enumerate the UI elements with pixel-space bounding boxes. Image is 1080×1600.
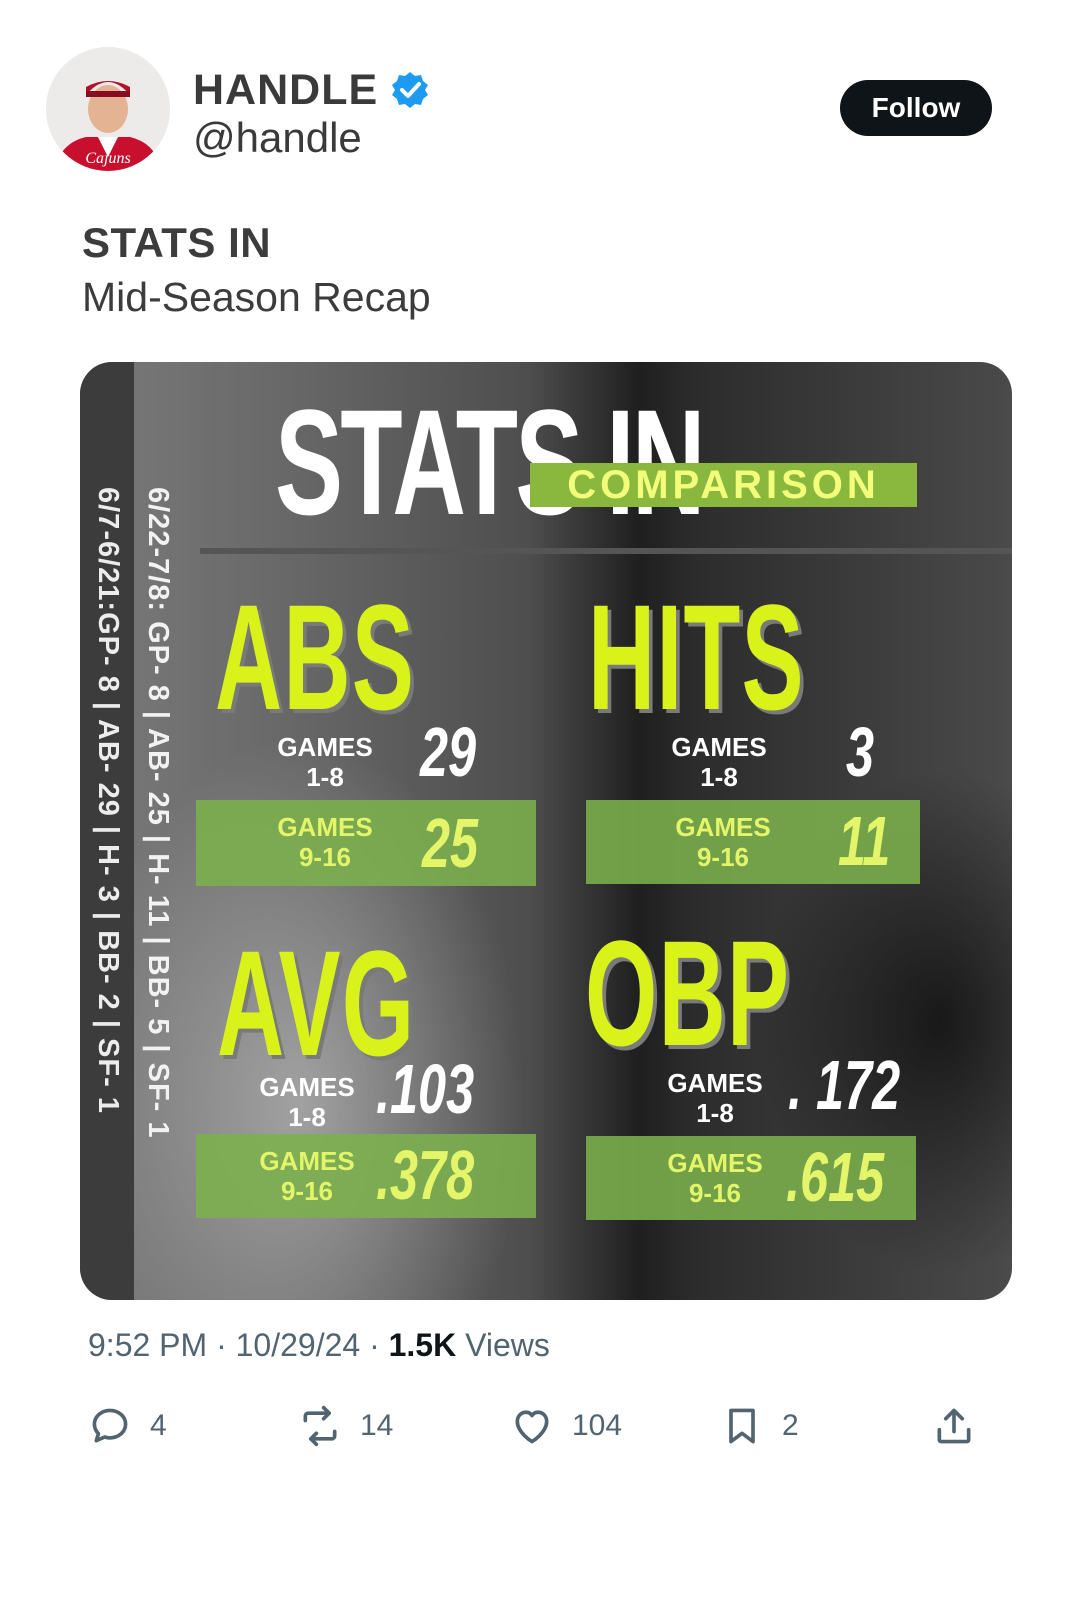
stat-avg-period-1-label: GAMES 1-8 (259, 1072, 355, 1132)
stat-hits-period-2-label: GAMES 9-16 (675, 812, 771, 872)
stat-hits-period-1-value: 3 (846, 713, 875, 791)
stat-obp-period-2-band: GAMES 9-16 .615 (586, 1136, 916, 1220)
like-count: 104 (572, 1409, 623, 1442)
reply-button[interactable]: 4 (88, 1402, 167, 1450)
post-subtitle: Mid-Season Recap (82, 274, 431, 320)
stat-heading-abs: ABS (215, 573, 416, 741)
post-title: STATS IN (82, 219, 272, 266)
stat-obp-period-1-label: GAMES 1-8 (667, 1068, 763, 1128)
stat-avg-period-2-band: GAMES 9-16 .378 (196, 1134, 536, 1218)
stat-obp-period-2-label: GAMES 9-16 (667, 1148, 763, 1208)
graphic-title: STATS IN (275, 378, 706, 546)
side-line-period-1: 6/7-6/21:GP- 8 | AB- 29 | H- 3 | BB- 2 |… (92, 487, 124, 1114)
stat-avg-period-2-label: GAMES 9-16 (259, 1146, 355, 1206)
bookmark-button[interactable]: 2 (720, 1402, 799, 1450)
divider (200, 548, 1012, 554)
post-meta: 9:52 PM · 10/29/24 · 1.5K Views (88, 1325, 550, 1365)
stat-abs-period-2-label: GAMES 9-16 (277, 812, 373, 872)
stats-graphic[interactable]: 6/22-7/8: GP- 8 | AB- 25 | H- 11 | BB- 5… (80, 362, 1012, 1300)
reply-icon (92, 1408, 128, 1443)
repost-count: 14 (360, 1409, 394, 1442)
meta-separator: · (216, 1327, 227, 1363)
repost-button[interactable]: 14 (298, 1402, 393, 1450)
stat-heading-obp: OBP (585, 909, 791, 1077)
stat-avg-period-2-value: .378 (376, 1136, 475, 1214)
post-date[interactable]: 10/29/24 (235, 1327, 361, 1363)
avatar-photo: Cajuns (46, 47, 170, 171)
views-label: Views (465, 1327, 550, 1363)
meta-separator: · (369, 1327, 380, 1363)
jersey-lettering: Cajuns (85, 150, 130, 167)
share-button[interactable] (932, 1402, 976, 1450)
stat-hits-period-2-value: 11 (838, 802, 891, 880)
user-handle[interactable]: @handle (193, 114, 362, 161)
display-name[interactable]: HANDLE (193, 64, 430, 116)
follow-button[interactable]: Follow (840, 80, 992, 136)
graphic-subtitle: COMPARISON (530, 463, 917, 507)
heart-icon (515, 1410, 549, 1444)
stat-obp-period-2-value: .615 (786, 1138, 885, 1216)
verified-badge-icon (392, 72, 429, 108)
avatar[interactable]: Cajuns (46, 47, 170, 171)
stat-abs-period-2-value: 25 (422, 804, 479, 882)
stat-hits-period-2-band: GAMES 9-16 11 (586, 800, 920, 884)
stat-abs-period-1-value: 29 (420, 713, 477, 791)
bookmark-count: 2 (782, 1409, 799, 1442)
side-strip (80, 362, 134, 1300)
stat-obp-period-1-value: . 172 (788, 1046, 901, 1124)
bookmark-icon (729, 1408, 755, 1444)
views-count: 1.5K (388, 1327, 457, 1363)
share-icon (937, 1408, 971, 1444)
post-time[interactable]: 9:52 PM (88, 1327, 208, 1363)
stat-abs-period-2-band: GAMES 9-16 25 (196, 800, 536, 886)
stat-abs-period-1-label: GAMES 1-8 (277, 732, 373, 792)
display-name-text: HANDLE (193, 66, 379, 114)
stat-heading-hits: HITS (588, 573, 805, 741)
reply-count: 4 (150, 1409, 167, 1442)
side-line-period-2: 6/22-7/8: GP- 8 | AB- 25 | H- 11 | BB- 5… (142, 487, 174, 1139)
stat-avg-period-1-value: .103 (376, 1050, 475, 1128)
stat-heading-avg: AVG (217, 919, 416, 1087)
repost-icon (303, 1405, 337, 1447)
like-button[interactable]: 104 (510, 1402, 622, 1450)
stat-hits-period-1-label: GAMES 1-8 (671, 732, 767, 792)
